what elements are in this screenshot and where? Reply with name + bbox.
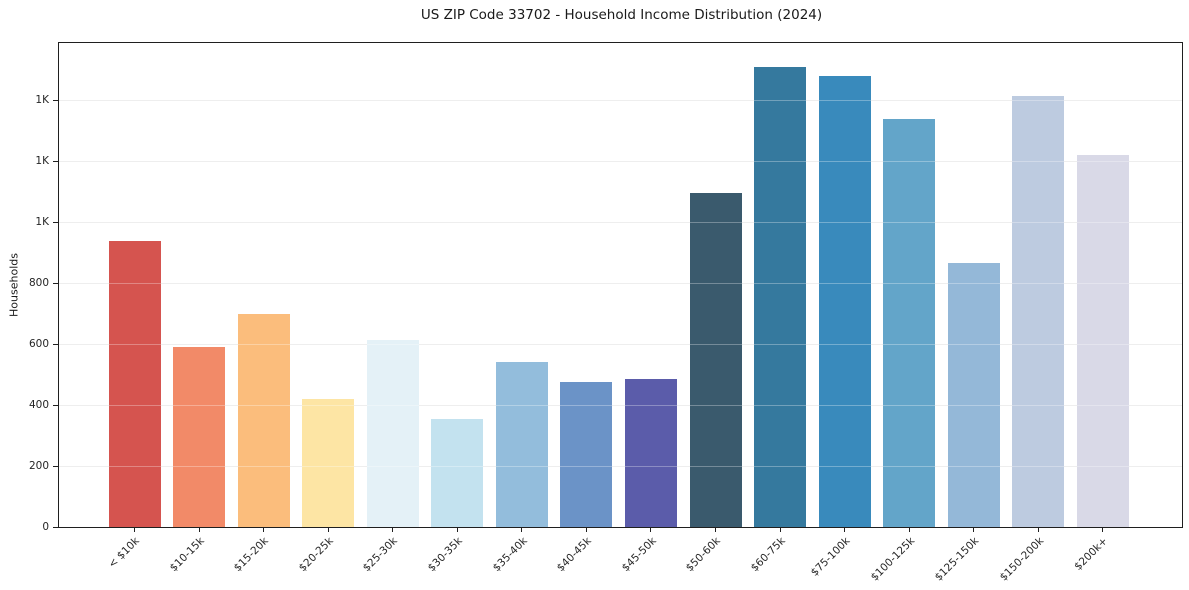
y-tick-label: 800: [28, 277, 49, 289]
x-tick-mark: [585, 528, 587, 532]
bar: [560, 382, 612, 527]
x-tick-label-text: $200k+: [1072, 535, 1111, 573]
gridline-overlay: [59, 100, 1182, 101]
gridline: [59, 405, 1182, 406]
x-tick-mark: [263, 528, 265, 532]
y-tick-label: 1K: [35, 216, 49, 228]
x-tick-mark: [650, 528, 652, 532]
x-tick-label-text: $15-20k: [232, 535, 272, 575]
gridline: [59, 161, 1182, 162]
y-tick-mark: [53, 161, 58, 162]
bar: [690, 193, 742, 527]
y-tick-label: 0: [42, 521, 49, 533]
x-tick-label-text: < $10k: [106, 535, 142, 571]
bar: [625, 379, 677, 527]
x-tick-mark: [908, 528, 910, 532]
plot-area: [58, 42, 1183, 528]
x-tick-mark: [779, 528, 781, 532]
x-tick-mark: [715, 528, 717, 532]
bar: [173, 347, 225, 527]
bar: [238, 314, 290, 527]
x-tick-label-text: $25-30k: [361, 535, 401, 575]
bar: [1077, 155, 1129, 527]
x-tick-label-text: $45-50k: [619, 535, 659, 575]
x-tick-label-text: $100-125k: [868, 535, 917, 584]
bar: [754, 67, 806, 527]
gridline: [59, 283, 1182, 284]
gridline: [59, 344, 1182, 345]
x-tick-mark: [973, 528, 975, 532]
x-tick-label-text: $60-75k: [748, 535, 788, 575]
y-tick-mark: [53, 344, 58, 345]
x-tick-mark: [198, 528, 200, 532]
y-tick-label: 1K: [35, 94, 49, 106]
x-tick-mark: [521, 528, 523, 532]
bar: [1012, 96, 1064, 527]
gridline-overlay: [59, 283, 1182, 284]
x-tick-label-text: $50-60k: [683, 535, 724, 575]
gridline-overlay: [59, 405, 1182, 406]
bar: [819, 76, 871, 527]
y-tick-label: 400: [28, 399, 49, 411]
x-tick-mark: [844, 528, 846, 532]
chart-title: US ZIP Code 33702 - Household Income Dis…: [420, 7, 823, 23]
gridline: [59, 222, 1182, 223]
x-tick-mark: [327, 528, 329, 532]
x-tick-label-text: $20-25k: [296, 535, 336, 575]
y-tick-label: 600: [28, 338, 49, 350]
y-tick-mark: [53, 100, 58, 101]
bar: [109, 241, 161, 527]
bar: [948, 263, 1000, 527]
bar: [302, 399, 354, 527]
gridline-overlay: [59, 222, 1182, 223]
x-tick-mark: [392, 528, 394, 532]
gridline-overlay: [59, 161, 1182, 162]
y-tick-mark: [53, 466, 58, 467]
y-tick-mark: [53, 527, 58, 528]
x-tick-label-text: $75-100k: [808, 535, 853, 579]
y-tick-mark: [53, 283, 58, 284]
bar: [367, 340, 419, 527]
bar: [496, 362, 548, 527]
x-tick-label-text: $150-200k: [997, 535, 1046, 584]
gridline: [59, 466, 1182, 467]
y-tick-mark: [53, 222, 58, 223]
x-tick-mark: [1037, 528, 1039, 532]
gridline-overlay: [59, 466, 1182, 467]
y-tick-label: 1K: [35, 155, 49, 167]
x-tick-label-text: $35-40k: [490, 535, 530, 575]
gridline: [59, 100, 1182, 101]
bar: [431, 419, 483, 527]
y-tick-mark: [53, 405, 58, 406]
x-tick-label-text: $10-15k: [167, 535, 207, 575]
x-tick-label-text: $125-150k: [932, 535, 982, 584]
x-tick-label-text: $40-45k: [554, 535, 594, 575]
gridline-overlay: [59, 344, 1182, 345]
x-tick-label-text: $30-35k: [425, 535, 465, 575]
bar: [883, 119, 935, 527]
x-tick-mark: [456, 528, 458, 532]
x-tick-mark: [1102, 528, 1104, 532]
y-tick-label: 200: [28, 460, 49, 472]
x-tick-mark: [134, 528, 135, 532]
